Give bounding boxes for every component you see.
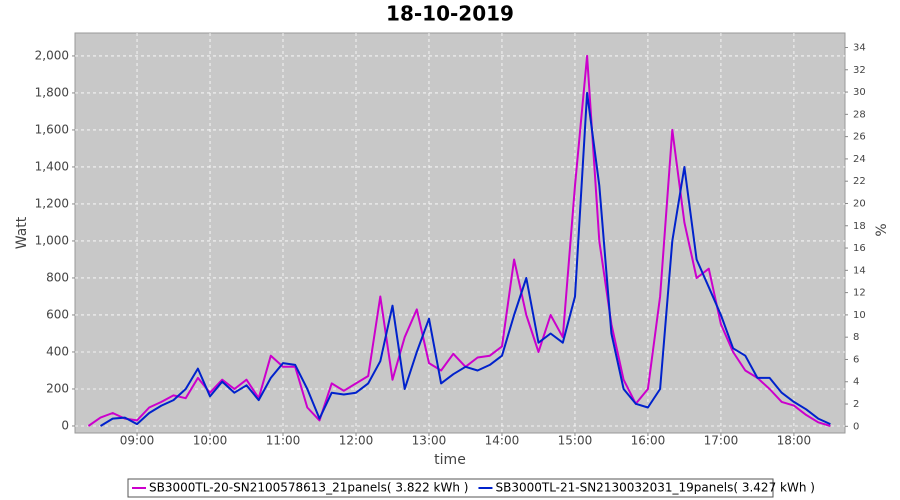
legend-label: SB3000TL-21-SN2130032031_19panels( 3.427… [495, 481, 814, 495]
x-tick-label: 16:00 [631, 434, 666, 448]
y2-tick-label: 4 [853, 377, 859, 388]
y2-tick-label: 32 [853, 65, 866, 76]
x-tick-label: 14:00 [485, 434, 520, 448]
y-tick-label: 1,000 [35, 233, 69, 247]
y2-tick-label: 28 [853, 109, 866, 120]
x-tick-label: 15:00 [558, 434, 593, 448]
y-tick-label: 1,200 [35, 196, 69, 210]
y2-tick-label: 12 [853, 288, 866, 299]
y2-tick-label: 16 [853, 243, 866, 254]
y-tick-label: 400 [46, 344, 69, 358]
y-tick-label: 0 [61, 418, 69, 432]
x-axis-label: time [434, 452, 466, 468]
y2-tick-label: 18 [853, 221, 866, 232]
legend-label: SB3000TL-20-SN2100578613_21panels( 3.822… [149, 481, 468, 495]
series-line [87, 54, 831, 427]
y2-tick-label: 14 [853, 265, 866, 276]
y2-tick-label: 2 [853, 399, 859, 410]
x-tick-label: 12:00 [339, 434, 374, 448]
y2-tick-label: 0 [853, 421, 859, 432]
x-tick-label: 18:00 [777, 434, 812, 448]
y2-tick-label: 34 [853, 42, 866, 53]
y-tick-label: 1,800 [35, 85, 69, 99]
series-line [99, 91, 831, 427]
legend [127, 478, 774, 498]
y-tick-label: 2,000 [35, 48, 69, 62]
y2-tick-label: 24 [853, 154, 866, 165]
chart-title: 18-10-2019 [386, 2, 514, 26]
y2-tick-label: 8 [853, 332, 859, 343]
y2-tick-label: 20 [853, 198, 866, 209]
x-tick-label: 09:00 [120, 434, 155, 448]
y2-tick-label: 6 [853, 354, 859, 365]
x-tick-label: 11:00 [266, 434, 301, 448]
y-tick-label: 800 [46, 270, 69, 284]
x-tick-label: 17:00 [704, 434, 739, 448]
plot-area [74, 32, 846, 434]
x-tick-label: 13:00 [412, 434, 447, 448]
x-tick-label: 10:00 [193, 434, 228, 448]
y-tick-label: 600 [46, 307, 69, 321]
y-tick-label: 1,400 [35, 159, 69, 173]
y2-tick-label: 10 [853, 310, 866, 321]
y-tick-label: 200 [46, 381, 69, 395]
y2-tick-label: 26 [853, 132, 866, 143]
y2-axis-label: % [874, 223, 890, 236]
y-tick-label: 1,600 [35, 122, 69, 136]
y2-tick-label: 22 [853, 176, 866, 187]
y-axis-label: Watt [14, 216, 30, 249]
y2-tick-label: 30 [853, 87, 866, 98]
